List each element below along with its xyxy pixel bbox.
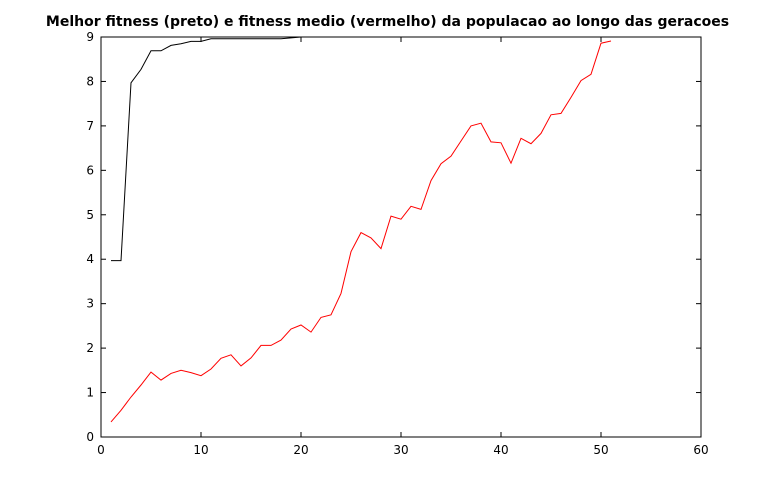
chart-title: Melhor fitness (preto) e fitness medio (…	[45, 14, 730, 30]
y-tick-label: 6	[86, 163, 94, 177]
y-tick-label: 7	[86, 119, 94, 133]
y-tick-label: 4	[86, 252, 94, 266]
x-tick-label: 40	[493, 443, 508, 457]
y-tick-label: 3	[86, 297, 94, 311]
series-line-2	[110, 40, 612, 423]
series-line-1	[111, 36, 611, 262]
x-tick-label: 30	[393, 443, 408, 457]
x-tick-label: 20	[293, 443, 308, 457]
y-tick-label: 0	[86, 430, 94, 444]
y-tick-label: 5	[86, 208, 94, 222]
x-tick-label: 0	[97, 443, 105, 457]
series-lines	[110, 36, 612, 423]
x-tick-label: 50	[593, 443, 608, 457]
plot-frame	[100, 36, 702, 438]
x-tick-label: 60	[693, 443, 708, 457]
axis-ticks: 0 10 20 30 40 50 60 0 1 2 3 4 5 6 7 8 9	[86, 30, 708, 457]
y-tick-label: 2	[86, 341, 94, 355]
y-tick-label: 1	[86, 386, 94, 400]
plot-border	[100, 36, 702, 438]
y-tick-label: 8	[86, 74, 94, 88]
y-tick-label: 9	[86, 30, 94, 44]
x-tick-label: 10	[193, 443, 208, 457]
